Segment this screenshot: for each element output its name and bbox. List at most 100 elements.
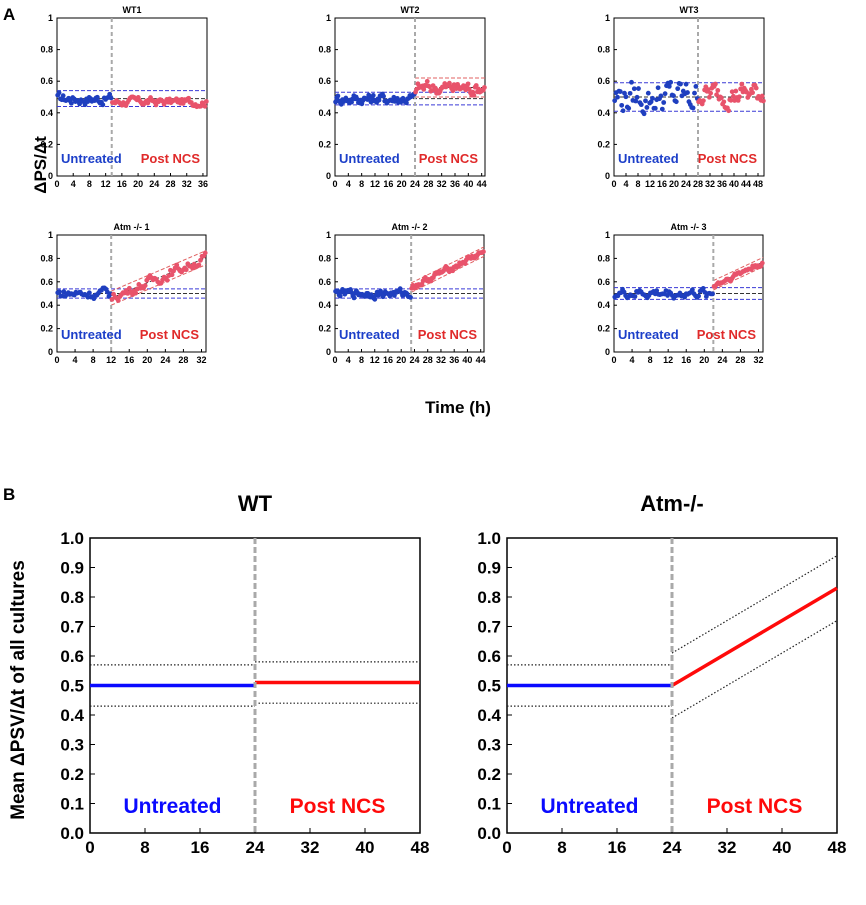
post-ncs-point: [203, 99, 209, 104]
x-tick-label: 12: [370, 355, 380, 365]
x-tick-label: 24: [409, 355, 419, 365]
x-tick-label: 40: [729, 179, 739, 189]
y-tick-label: 0.5: [60, 677, 84, 696]
y-tick-label: 0.8: [318, 45, 331, 55]
x-tick-label: 0: [85, 838, 94, 857]
x-tick-label: 32: [753, 355, 763, 365]
x-tick-label: 12: [370, 179, 380, 189]
x-tick-label: 0: [332, 179, 337, 189]
untreated-point: [659, 106, 665, 112]
post-ncs-lower-bound: [671, 620, 838, 719]
untreated-point: [658, 93, 664, 99]
x-tick-label: 24: [410, 179, 420, 189]
untreated-point: [693, 84, 699, 89]
untreated-point: [108, 95, 114, 101]
x-tick-label: 24: [663, 838, 682, 857]
y-tick-label: 0: [326, 347, 331, 357]
post-ncs-point: [142, 283, 148, 288]
y-tick-label: 1.0: [477, 529, 501, 548]
post-ncs-label: Post NCS: [419, 151, 479, 166]
post-ncs-point: [174, 262, 180, 268]
untreated-point: [621, 289, 627, 295]
y-tick-label: 0.6: [318, 76, 331, 86]
untreated-point: [661, 100, 667, 105]
post-ncs-point: [707, 94, 712, 100]
x-tick-label: 12: [645, 179, 655, 189]
untreated-point: [632, 294, 638, 299]
mean-plot-WT_mean: WT 0.0 0.1 0.2 0.3 0.4 0.5 0.6 0.7 0.8 0.9 1.0 0 8 16 2…: [60, 491, 429, 857]
untreated-point: [685, 90, 690, 95]
untreated-point: [370, 93, 376, 98]
untreated-point: [700, 286, 706, 291]
y-tick-label: 0.0: [60, 824, 84, 843]
untreated-point: [397, 286, 403, 292]
post-ncs-point: [750, 90, 755, 96]
post-ncs-point: [715, 88, 721, 93]
post-ncs-point: [202, 250, 208, 256]
post-ncs-point: [733, 88, 739, 94]
y-tick-label: 0.4: [40, 108, 53, 118]
y-tick-label: 0.7: [60, 618, 84, 637]
y-tick-label: 0.2: [40, 324, 53, 334]
x-tick-label: 24: [246, 838, 265, 857]
y-tick-label: 0.8: [60, 588, 84, 607]
post-ncs-point: [721, 99, 727, 105]
untreated-point: [641, 111, 647, 117]
untreated-point: [56, 90, 62, 96]
post-ncs-point: [186, 95, 192, 101]
x-tick-label: 16: [383, 179, 393, 189]
untreated-point: [82, 102, 88, 108]
mean-plot-Atm_mean: Atm-/- 0.0 0.1 0.2 0.3 0.4 0.5 0.6 0.7 0.8 0.9 1.0 0…: [477, 491, 846, 857]
x-tick-label: 36: [450, 179, 460, 189]
x-tick-label: 40: [463, 179, 473, 189]
y-tick-label: 0: [605, 347, 610, 357]
x-tick-label: 4: [71, 179, 76, 189]
untreated-point: [626, 105, 632, 111]
untreated-point: [404, 100, 409, 106]
x-tick-label: 16: [681, 355, 691, 365]
y-tick-label: 0.8: [40, 253, 53, 263]
panel-label-b: B: [3, 485, 15, 504]
post-ncs-point: [726, 108, 731, 114]
x-tick-label: 32: [436, 355, 446, 365]
y-tick-label: 0.2: [477, 765, 501, 784]
x-tick-label: 8: [359, 179, 364, 189]
untreated-point: [683, 81, 689, 87]
y-tick-label: 0.8: [40, 45, 53, 55]
y-tick-label: 0.6: [60, 647, 84, 666]
x-tick-label: 12: [101, 179, 111, 189]
x-tick-label: 32: [196, 355, 206, 365]
y-tick-label: 0.2: [40, 139, 53, 149]
untreated-point: [615, 94, 620, 100]
post-ncs-mean-line: [671, 586, 838, 688]
untreated-point: [631, 86, 637, 92]
untreated-point: [617, 89, 623, 94]
y-tick-label: 0.1: [477, 795, 501, 814]
x-tick-label: 40: [462, 355, 472, 365]
subplot-Atm1: Atm -/- 1 0 0.2 0.4 0.6 0.8 1 0 4 8 12 16 20 24 28 32 Un…: [40, 222, 208, 365]
y-tick-label: 0.6: [318, 277, 331, 287]
y-tick-label: 0.7: [477, 618, 501, 637]
post-ncs-label: Post NCS: [141, 151, 201, 166]
x-tick-label: 12: [106, 355, 116, 365]
untreated-point: [666, 83, 672, 89]
untreated-point: [692, 90, 697, 96]
untreated-point: [408, 294, 413, 300]
post-ncs-point: [196, 262, 202, 268]
x-tick-label: 20: [142, 355, 152, 365]
x-tick-label: 20: [133, 179, 143, 189]
x-tick-label: 8: [91, 355, 96, 365]
untreated-label: Untreated: [540, 795, 638, 818]
x-tick-label: 32: [182, 179, 192, 189]
y-tick-label: 1: [605, 13, 610, 23]
x-tick-label: 20: [396, 355, 406, 365]
untreated-point: [650, 95, 655, 101]
untreated-point: [351, 295, 357, 301]
y-tick-label: 0.6: [40, 277, 53, 287]
y-tick-label: 1: [326, 230, 331, 240]
untreated-point: [86, 290, 92, 296]
x-tick-label: 24: [681, 179, 691, 189]
untreated-point: [337, 293, 343, 299]
